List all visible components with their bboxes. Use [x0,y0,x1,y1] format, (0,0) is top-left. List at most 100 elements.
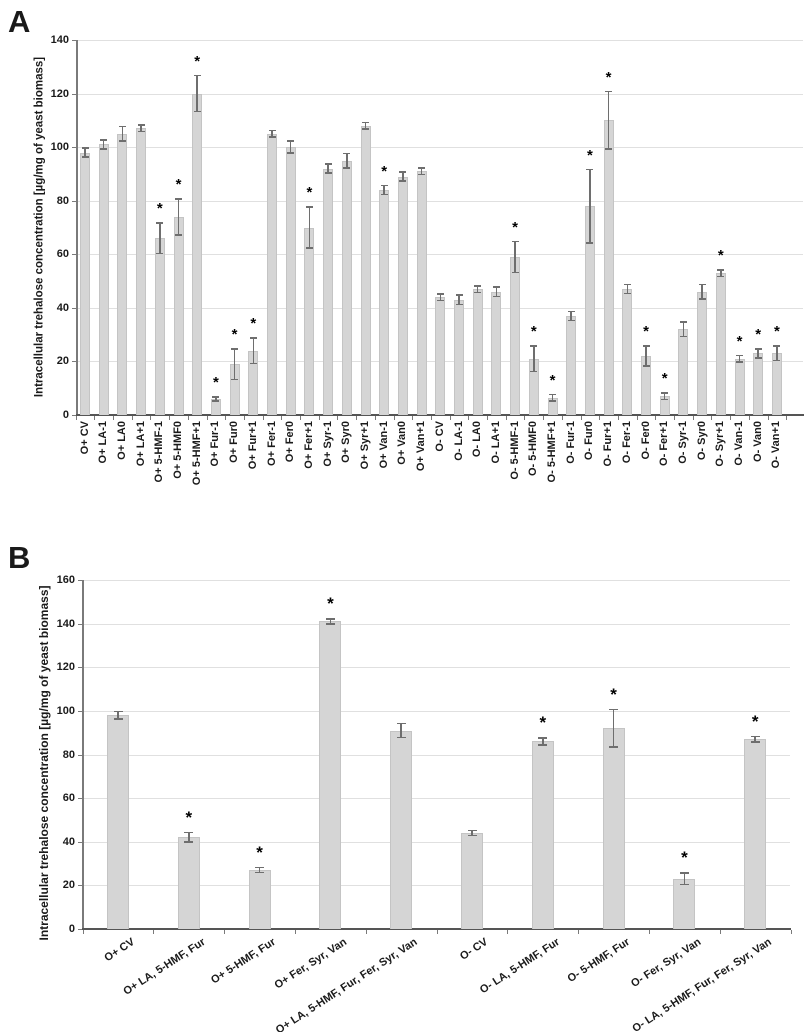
y-axis-tick [78,623,83,625]
error-bar-cap-bottom [343,167,351,169]
error-bar-line [383,184,385,196]
x-axis-tick [507,930,509,934]
x-category-label: O+ Fer0 [284,421,297,463]
error-bar-line [589,168,591,244]
x-category-label: O- 5-HMF-1 [508,421,521,480]
x-category-label: O- 5-HMF, Fur [565,936,633,986]
error-bar-line [754,735,756,743]
error-bar-line [402,171,404,182]
bar [323,168,334,415]
x-category-label: O- Van-1 [733,421,745,466]
panel-b-letter: B [8,540,31,575]
x-axis-tick [295,930,296,934]
bar [136,128,147,415]
error-bar-line [683,872,686,886]
x-axis-tick [449,416,451,420]
bar [454,299,464,415]
bar [531,741,554,929]
x-axis-tick [169,416,171,420]
error-bar-cap-top [773,345,781,347]
error-bar-line [102,139,105,150]
y-axis-tick [78,841,83,843]
error-bar-cap-bottom [538,744,548,746]
x-category-label: O- CV [433,421,446,452]
x-axis-tick [243,416,245,420]
error-bar-line [159,222,161,255]
error-bar-cap-top [567,310,575,313]
error-bar-cap-top [193,74,201,77]
significance-star: * [773,323,780,341]
error-bar-cap-bottom [773,359,781,362]
error-bar-cap-bottom [175,234,182,236]
y-tick-label: 40 [56,301,69,314]
error-bar-cap-bottom [679,335,687,338]
bar [397,176,408,415]
gridline [77,147,803,149]
error-bar-line [738,354,741,363]
x-category-label: O- CV [458,936,491,963]
error-bar-line [364,121,367,130]
error-bar-line [258,866,261,874]
error-bar-cap-top [287,140,295,142]
error-bar-cap-top [642,345,650,347]
significance-star: * [605,68,612,86]
x-category-label: O+ LA+1 [134,421,147,467]
bar [734,358,745,415]
error-bar-cap-top [736,354,743,357]
error-bar-cap-bottom [436,299,444,302]
x-category-label: O+ Van-1 [377,421,390,469]
bar [107,715,129,929]
significance-star: * [610,684,617,704]
y-axis-line [76,40,78,415]
error-bar-line [458,294,460,306]
error-bar-line [607,90,610,150]
significance-star: * [327,594,334,614]
error-bar-cap-bottom [511,271,519,274]
bar [248,870,271,929]
error-bar-cap-bottom [113,718,123,720]
error-bar-cap-bottom [717,275,725,278]
x-axis-tick [153,930,155,934]
error-bar-line [570,310,572,322]
x-axis-tick [674,416,676,420]
gridline [83,623,790,625]
y-tick-label: 120 [50,87,69,100]
x-category-label: O+ Fur+1 [246,421,259,470]
bar [461,833,483,929]
x-axis-tick [617,416,619,420]
x-axis-tick [150,416,152,420]
error-bar-cap-bottom [287,152,295,154]
error-bar-cap-top [212,396,220,398]
error-bar-line [329,618,332,625]
error-bar-cap-top [455,294,463,296]
y-tick-label: 80 [62,748,75,761]
y-tick-label: 120 [56,661,75,674]
error-bar-cap-top [362,121,369,124]
y-tick-label: 140 [50,34,69,46]
x-axis-tick [374,416,376,420]
x-category-label: O- Syr+1 [714,421,727,467]
x-category-label: O+ Fer-1 [265,421,278,466]
error-bar-cap-top [380,184,388,187]
error-bar-cap-top [698,283,706,286]
bar [304,227,315,415]
bar [192,93,203,415]
x-category-label: O- 5-HMF+1 [546,421,558,483]
x-axis-tick [393,416,395,420]
x-category-label: O+ 5-HMF, Fur [209,936,279,987]
significance-star: * [156,200,163,218]
error-bar-line [252,337,255,365]
error-bar-line [612,708,615,748]
bar [566,315,577,415]
x-category-label: O- Syr-1 [676,421,689,464]
gridline [77,254,803,256]
x-axis-line [82,928,791,930]
error-bar-cap-bottom [249,362,257,365]
error-bar-cap-top [231,348,239,350]
error-bar-cap-bottom [396,736,406,739]
significance-star: * [512,218,519,236]
bar [154,238,165,415]
x-axis-tick [655,416,657,420]
gridline [83,841,790,843]
